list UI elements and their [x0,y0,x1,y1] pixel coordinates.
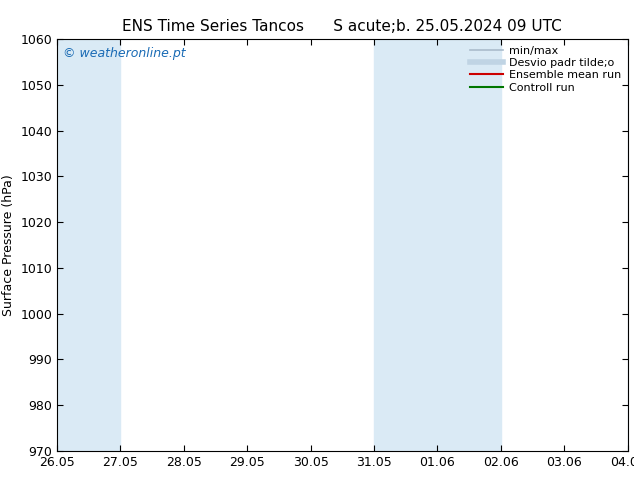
Legend: min/max, Desvio padr tilde;o, Ensemble mean run, Controll run: min/max, Desvio padr tilde;o, Ensemble m… [465,42,625,97]
Y-axis label: Surface Pressure (hPa): Surface Pressure (hPa) [2,174,15,316]
Text: © weatheronline.pt: © weatheronline.pt [63,48,185,60]
Bar [57,39,120,451]
Bar [628,39,634,451]
Bar [374,39,437,451]
Title: ENS Time Series Tancos      S acute;b. 25.05.2024 09 UTC: ENS Time Series Tancos S acute;b. 25.05.… [122,19,562,34]
Bar [437,39,501,451]
